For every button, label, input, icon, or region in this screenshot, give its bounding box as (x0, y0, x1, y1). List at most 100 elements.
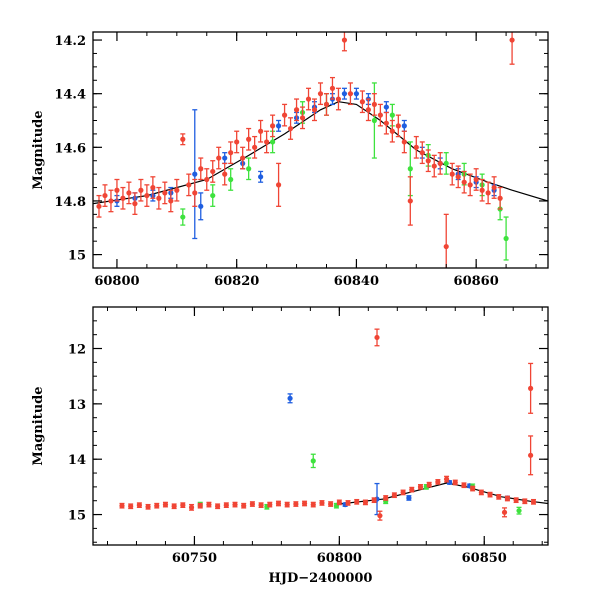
y-tick-label: 14.8 (54, 195, 86, 210)
data-point (299, 115, 306, 121)
data-point (232, 501, 238, 508)
data-point (222, 155, 228, 161)
x-tick-label: 60860 (454, 274, 499, 289)
data-point (479, 187, 485, 193)
data-point (293, 501, 299, 507)
data-point (119, 503, 125, 509)
data-point (228, 176, 234, 183)
data-point (234, 139, 240, 145)
data-point (240, 155, 246, 161)
data-point (407, 198, 413, 204)
data-point (275, 182, 282, 188)
x-tick-label: 60800 (94, 274, 139, 289)
data-point (180, 136, 186, 142)
data-point (461, 482, 467, 488)
data-point (374, 334, 380, 341)
data-point (413, 144, 419, 150)
data-point (328, 501, 334, 507)
data-point (281, 112, 288, 118)
data-point (377, 112, 383, 118)
data-point (275, 500, 282, 507)
data-point (513, 497, 519, 503)
data-point (395, 123, 401, 129)
data-point (426, 482, 432, 488)
data-point (365, 107, 371, 113)
series-2 (119, 328, 537, 521)
data-point (284, 501, 290, 508)
data-point (449, 171, 455, 177)
data-point (359, 99, 366, 105)
data-point (136, 502, 142, 508)
data-point (150, 184, 156, 191)
data-point (310, 501, 316, 508)
data-point (188, 504, 195, 510)
data-point (319, 500, 325, 506)
x-tick-label: 60820 (214, 274, 259, 289)
data-point (496, 494, 502, 500)
data-point (215, 503, 221, 509)
data-point (341, 91, 348, 97)
y-tick-label: 14.6 (54, 141, 86, 156)
bottom-panel-full-light-curve: 60750 60800 60850 12 13 14 15 Magnitude HJD−2400… (31, 306, 549, 586)
data-point (145, 504, 151, 510)
data-point (197, 503, 203, 509)
y-axis-title: Magnitude (31, 110, 46, 189)
x-tick-label: 60750 (172, 551, 217, 566)
series-2 (96, 32, 515, 268)
data-point (317, 91, 324, 97)
data-point (132, 201, 138, 207)
data-point (171, 503, 177, 509)
data-point (345, 500, 351, 506)
data-point (336, 499, 342, 505)
top-panel-zoomed-light-curve: 60800 60820 60840 60860 14.2 14.4 14.6 14.8 15 Ma… (31, 31, 549, 289)
data-point (144, 192, 150, 199)
data-point (168, 198, 174, 204)
data-point (228, 150, 234, 156)
data-point (362, 499, 369, 505)
data-point (391, 492, 398, 498)
data-point (246, 166, 252, 172)
series-0 (287, 393, 511, 516)
data-point (528, 452, 534, 458)
data-point (301, 500, 308, 507)
data-point (310, 458, 316, 464)
data-point (258, 502, 264, 508)
data-point (435, 479, 441, 485)
data-point (128, 503, 134, 509)
y-tick-label: 14.2 (54, 34, 86, 49)
data-point (452, 479, 458, 486)
data-point (264, 139, 270, 145)
plot-area (119, 328, 548, 521)
data-point (138, 187, 144, 193)
data-point (389, 112, 395, 118)
data-point (470, 485, 476, 492)
data-point (509, 37, 515, 43)
data-point (383, 104, 389, 110)
data-point (443, 243, 449, 250)
y-tick-label: 14 (68, 453, 86, 468)
data-point (206, 501, 212, 508)
y-tick-label: 13 (68, 398, 86, 413)
x-axis-title: HJD−2400000 (269, 571, 373, 586)
data-point (473, 176, 479, 183)
data-point (443, 476, 450, 482)
minor-ticks (93, 306, 548, 545)
data-point (504, 495, 511, 502)
data-point (437, 160, 443, 167)
y-axis-title: Magnitude (31, 386, 46, 465)
y-tick-label: 14.4 (54, 88, 86, 103)
data-point (154, 503, 160, 509)
data-point (419, 150, 425, 156)
data-point (485, 190, 491, 196)
minor-ticks (93, 32, 548, 269)
data-point (431, 163, 437, 169)
data-point (102, 192, 108, 199)
data-point (287, 395, 293, 401)
data-point (210, 168, 216, 175)
data-point (371, 117, 377, 124)
data-point (270, 123, 276, 129)
data-point (401, 139, 407, 145)
data-point (478, 489, 484, 496)
data-point (126, 190, 132, 196)
trend-curve (93, 101, 548, 205)
